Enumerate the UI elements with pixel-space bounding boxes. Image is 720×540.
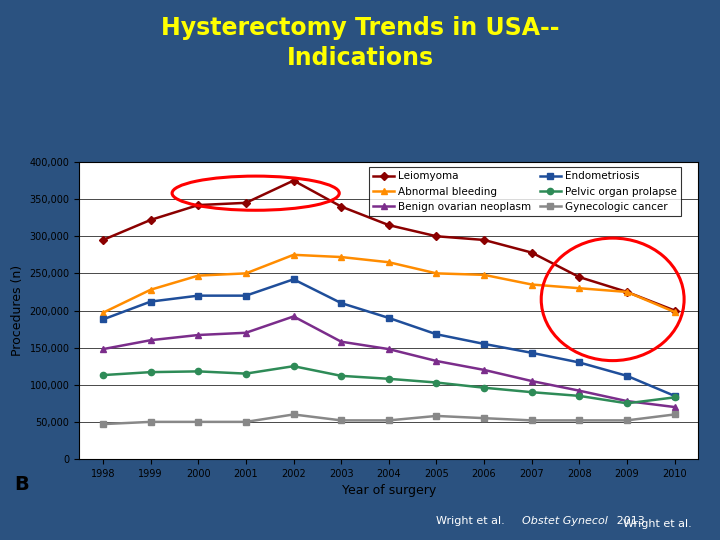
Pelvic organ prolapse — [432, 379, 441, 386]
Benign ovarian neoplasm — [623, 398, 631, 404]
Benign ovarian neoplasm — [289, 313, 298, 320]
Leiomyoma — [242, 200, 251, 206]
Pelvic organ prolapse — [623, 400, 631, 407]
Endometriosis — [384, 315, 393, 321]
Abnormal bleeding — [242, 270, 251, 276]
Leiomyoma — [623, 289, 631, 295]
Gynecologic cancer — [480, 415, 488, 421]
Line: Endometriosis: Endometriosis — [100, 276, 678, 399]
Endometriosis — [527, 349, 536, 356]
Gynecologic cancer — [99, 421, 107, 427]
Gynecologic cancer — [670, 411, 679, 418]
Text: Obstet Gynecol: Obstet Gynecol — [522, 516, 608, 526]
Gynecologic cancer — [384, 417, 393, 423]
Gynecologic cancer — [623, 417, 631, 423]
Leiomyoma — [670, 307, 679, 314]
Gynecologic cancer — [146, 418, 155, 425]
Abnormal bleeding — [194, 272, 202, 279]
Benign ovarian neoplasm — [670, 404, 679, 410]
Benign ovarian neoplasm — [242, 329, 251, 336]
Gynecologic cancer — [337, 417, 346, 423]
Benign ovarian neoplasm — [337, 339, 346, 345]
Leiomyoma — [289, 177, 298, 184]
Endometriosis — [432, 331, 441, 338]
Abnormal bleeding — [527, 281, 536, 288]
Pelvic organ prolapse — [194, 368, 202, 375]
Abnormal bleeding — [289, 252, 298, 258]
Line: Leiomyoma: Leiomyoma — [100, 178, 678, 314]
Leiomyoma — [480, 237, 488, 243]
Gynecologic cancer — [575, 417, 584, 423]
Benign ovarian neoplasm — [146, 337, 155, 343]
Y-axis label: Procedures (n): Procedures (n) — [11, 265, 24, 356]
Pelvic organ prolapse — [289, 363, 298, 369]
Legend: Leiomyoma, Abnormal bleeding, Benign ovarian neoplasm, Endometriosis, Pelvic org: Leiomyoma, Abnormal bleeding, Benign ova… — [369, 167, 681, 216]
Abnormal bleeding — [480, 272, 488, 278]
Line: Benign ovarian neoplasm: Benign ovarian neoplasm — [100, 313, 678, 410]
Text: B: B — [14, 475, 29, 494]
Pelvic organ prolapse — [337, 373, 346, 379]
Leiomyoma — [527, 249, 536, 256]
Pelvic organ prolapse — [384, 376, 393, 382]
Gynecologic cancer — [242, 418, 251, 425]
Endometriosis — [194, 292, 202, 299]
Abnormal bleeding — [670, 309, 679, 315]
Pelvic organ prolapse — [670, 394, 679, 401]
Leiomyoma — [99, 237, 107, 243]
Leiomyoma — [194, 202, 202, 208]
Benign ovarian neoplasm — [432, 357, 441, 364]
Abnormal bleeding — [384, 259, 393, 266]
Pelvic organ prolapse — [242, 370, 251, 377]
Gynecologic cancer — [194, 418, 202, 425]
Abnormal bleeding — [99, 309, 107, 316]
Gynecologic cancer — [527, 417, 536, 423]
Endometriosis — [623, 373, 631, 379]
Benign ovarian neoplasm — [99, 346, 107, 352]
Endometriosis — [480, 341, 488, 347]
Endometriosis — [289, 276, 298, 282]
Pelvic organ prolapse — [146, 369, 155, 375]
Line: Abnormal bleeding: Abnormal bleeding — [100, 252, 678, 316]
Pelvic organ prolapse — [99, 372, 107, 379]
Benign ovarian neoplasm — [194, 332, 202, 338]
Pelvic organ prolapse — [527, 389, 536, 395]
Line: Gynecologic cancer: Gynecologic cancer — [100, 411, 678, 427]
Pelvic organ prolapse — [575, 393, 584, 399]
Endometriosis — [99, 316, 107, 322]
Gynecologic cancer — [289, 411, 298, 418]
Text: 2013: 2013 — [611, 516, 644, 526]
Benign ovarian neoplasm — [384, 346, 393, 352]
Endometriosis — [670, 393, 679, 399]
Text: Hysterectomy Trends in USA--
Indications: Hysterectomy Trends in USA-- Indications — [161, 16, 559, 70]
Benign ovarian neoplasm — [480, 367, 488, 373]
Abnormal bleeding — [146, 286, 155, 293]
Leiomyoma — [384, 222, 393, 228]
Leiomyoma — [337, 203, 346, 210]
Endometriosis — [146, 298, 155, 305]
Leiomyoma — [432, 233, 441, 239]
Text: Wright et al.: Wright et al. — [436, 516, 510, 526]
Endometriosis — [242, 292, 251, 299]
Benign ovarian neoplasm — [575, 388, 584, 394]
Leiomyoma — [575, 274, 584, 280]
Abnormal bleeding — [623, 289, 631, 295]
Abnormal bleeding — [432, 270, 441, 276]
Text: Wright et al.: Wright et al. — [623, 519, 698, 529]
X-axis label: Year of surgery: Year of surgery — [342, 484, 436, 497]
Leiomyoma — [146, 217, 155, 223]
Pelvic organ prolapse — [480, 384, 488, 391]
Abnormal bleeding — [575, 285, 584, 292]
Endometriosis — [337, 300, 346, 306]
Endometriosis — [575, 359, 584, 366]
Line: Pelvic organ prolapse: Pelvic organ prolapse — [100, 363, 678, 407]
Gynecologic cancer — [432, 413, 441, 419]
Abnormal bleeding — [337, 254, 346, 260]
Benign ovarian neoplasm — [527, 378, 536, 384]
